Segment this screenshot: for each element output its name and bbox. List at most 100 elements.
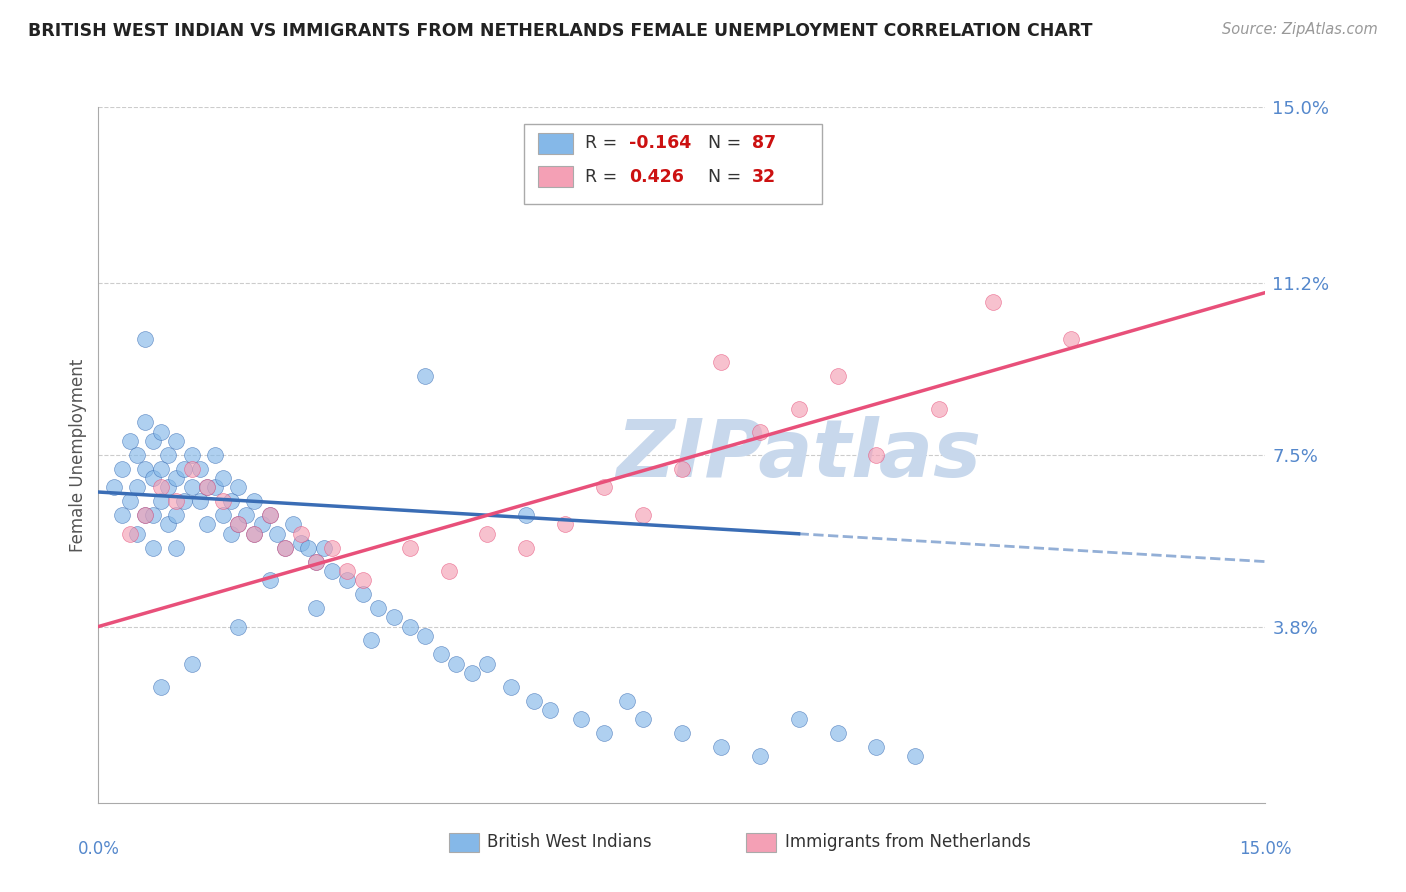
Point: [149, 494, 172, 508]
Point: [212, 508, 235, 523]
Point: [228, 480, 250, 494]
Point: [188, 494, 211, 508]
Point: [413, 629, 436, 643]
Point: [352, 573, 374, 587]
Point: [461, 665, 484, 680]
Point: [134, 508, 156, 523]
Point: [710, 355, 733, 369]
Text: British West Indians: British West Indians: [486, 833, 651, 852]
Point: [710, 740, 733, 755]
Point: [173, 462, 195, 476]
Point: [827, 726, 849, 740]
Point: [360, 633, 382, 648]
Point: [554, 517, 576, 532]
Point: [437, 564, 460, 578]
Text: N =: N =: [707, 134, 747, 153]
Point: [321, 541, 343, 555]
Point: [787, 401, 810, 416]
Point: [219, 494, 242, 508]
Point: [477, 657, 499, 671]
Point: [312, 541, 335, 555]
Point: [142, 508, 165, 523]
Point: [212, 471, 235, 485]
Point: [593, 480, 616, 494]
Point: [827, 369, 849, 384]
Point: [243, 526, 266, 541]
Text: N =: N =: [707, 168, 747, 186]
Point: [748, 425, 770, 439]
Point: [165, 471, 187, 485]
Point: [142, 434, 165, 448]
Point: [127, 526, 149, 541]
Point: [118, 526, 141, 541]
Point: [1060, 332, 1083, 346]
Point: [259, 508, 281, 523]
Point: [149, 462, 172, 476]
Point: [477, 526, 499, 541]
Text: 87: 87: [752, 134, 776, 153]
Text: ZIPatlas: ZIPatlas: [616, 416, 981, 494]
FancyBboxPatch shape: [524, 124, 823, 204]
Point: [305, 555, 328, 569]
Point: [228, 619, 250, 633]
Point: [446, 657, 468, 671]
Point: [523, 694, 546, 708]
Point: [274, 541, 297, 555]
Point: [569, 712, 592, 726]
Point: [118, 434, 141, 448]
Point: [499, 680, 522, 694]
Point: [321, 564, 343, 578]
Point: [111, 508, 134, 523]
Point: [118, 494, 141, 508]
Text: 0.0%: 0.0%: [77, 840, 120, 858]
Point: [515, 508, 537, 523]
Point: [259, 573, 281, 587]
Point: [228, 517, 250, 532]
Point: [305, 601, 328, 615]
Point: [157, 480, 180, 494]
Text: 0.426: 0.426: [630, 168, 685, 186]
Text: Source: ZipAtlas.com: Source: ZipAtlas.com: [1222, 22, 1378, 37]
FancyBboxPatch shape: [449, 833, 479, 852]
Point: [157, 517, 180, 532]
Point: [538, 703, 561, 717]
Text: -0.164: -0.164: [630, 134, 692, 153]
Point: [266, 526, 288, 541]
Point: [103, 480, 125, 494]
Point: [195, 480, 218, 494]
Point: [127, 448, 149, 462]
Text: BRITISH WEST INDIAN VS IMMIGRANTS FROM NETHERLANDS FEMALE UNEMPLOYMENT CORRELATI: BRITISH WEST INDIAN VS IMMIGRANTS FROM N…: [28, 22, 1092, 40]
Point: [134, 508, 156, 523]
Point: [748, 749, 770, 764]
Point: [228, 517, 250, 532]
Point: [274, 541, 297, 555]
Point: [219, 526, 242, 541]
Point: [142, 541, 165, 555]
Text: 32: 32: [752, 168, 776, 186]
Point: [631, 712, 654, 726]
Point: [787, 712, 810, 726]
Point: [111, 462, 134, 476]
Point: [204, 480, 226, 494]
Point: [149, 680, 172, 694]
Point: [127, 480, 149, 494]
Point: [212, 494, 235, 508]
Point: [928, 401, 950, 416]
Point: [352, 587, 374, 601]
Text: R =: R =: [585, 168, 623, 186]
Point: [336, 573, 359, 587]
Point: [904, 749, 927, 764]
Point: [593, 726, 616, 740]
Point: [157, 448, 180, 462]
Point: [204, 448, 226, 462]
Point: [297, 541, 319, 555]
Point: [515, 541, 537, 555]
Point: [631, 508, 654, 523]
Point: [281, 517, 304, 532]
Point: [134, 462, 156, 476]
Point: [336, 564, 359, 578]
Point: [243, 526, 266, 541]
Point: [367, 601, 389, 615]
Point: [180, 480, 202, 494]
Text: Immigrants from Netherlands: Immigrants from Netherlands: [785, 833, 1031, 852]
